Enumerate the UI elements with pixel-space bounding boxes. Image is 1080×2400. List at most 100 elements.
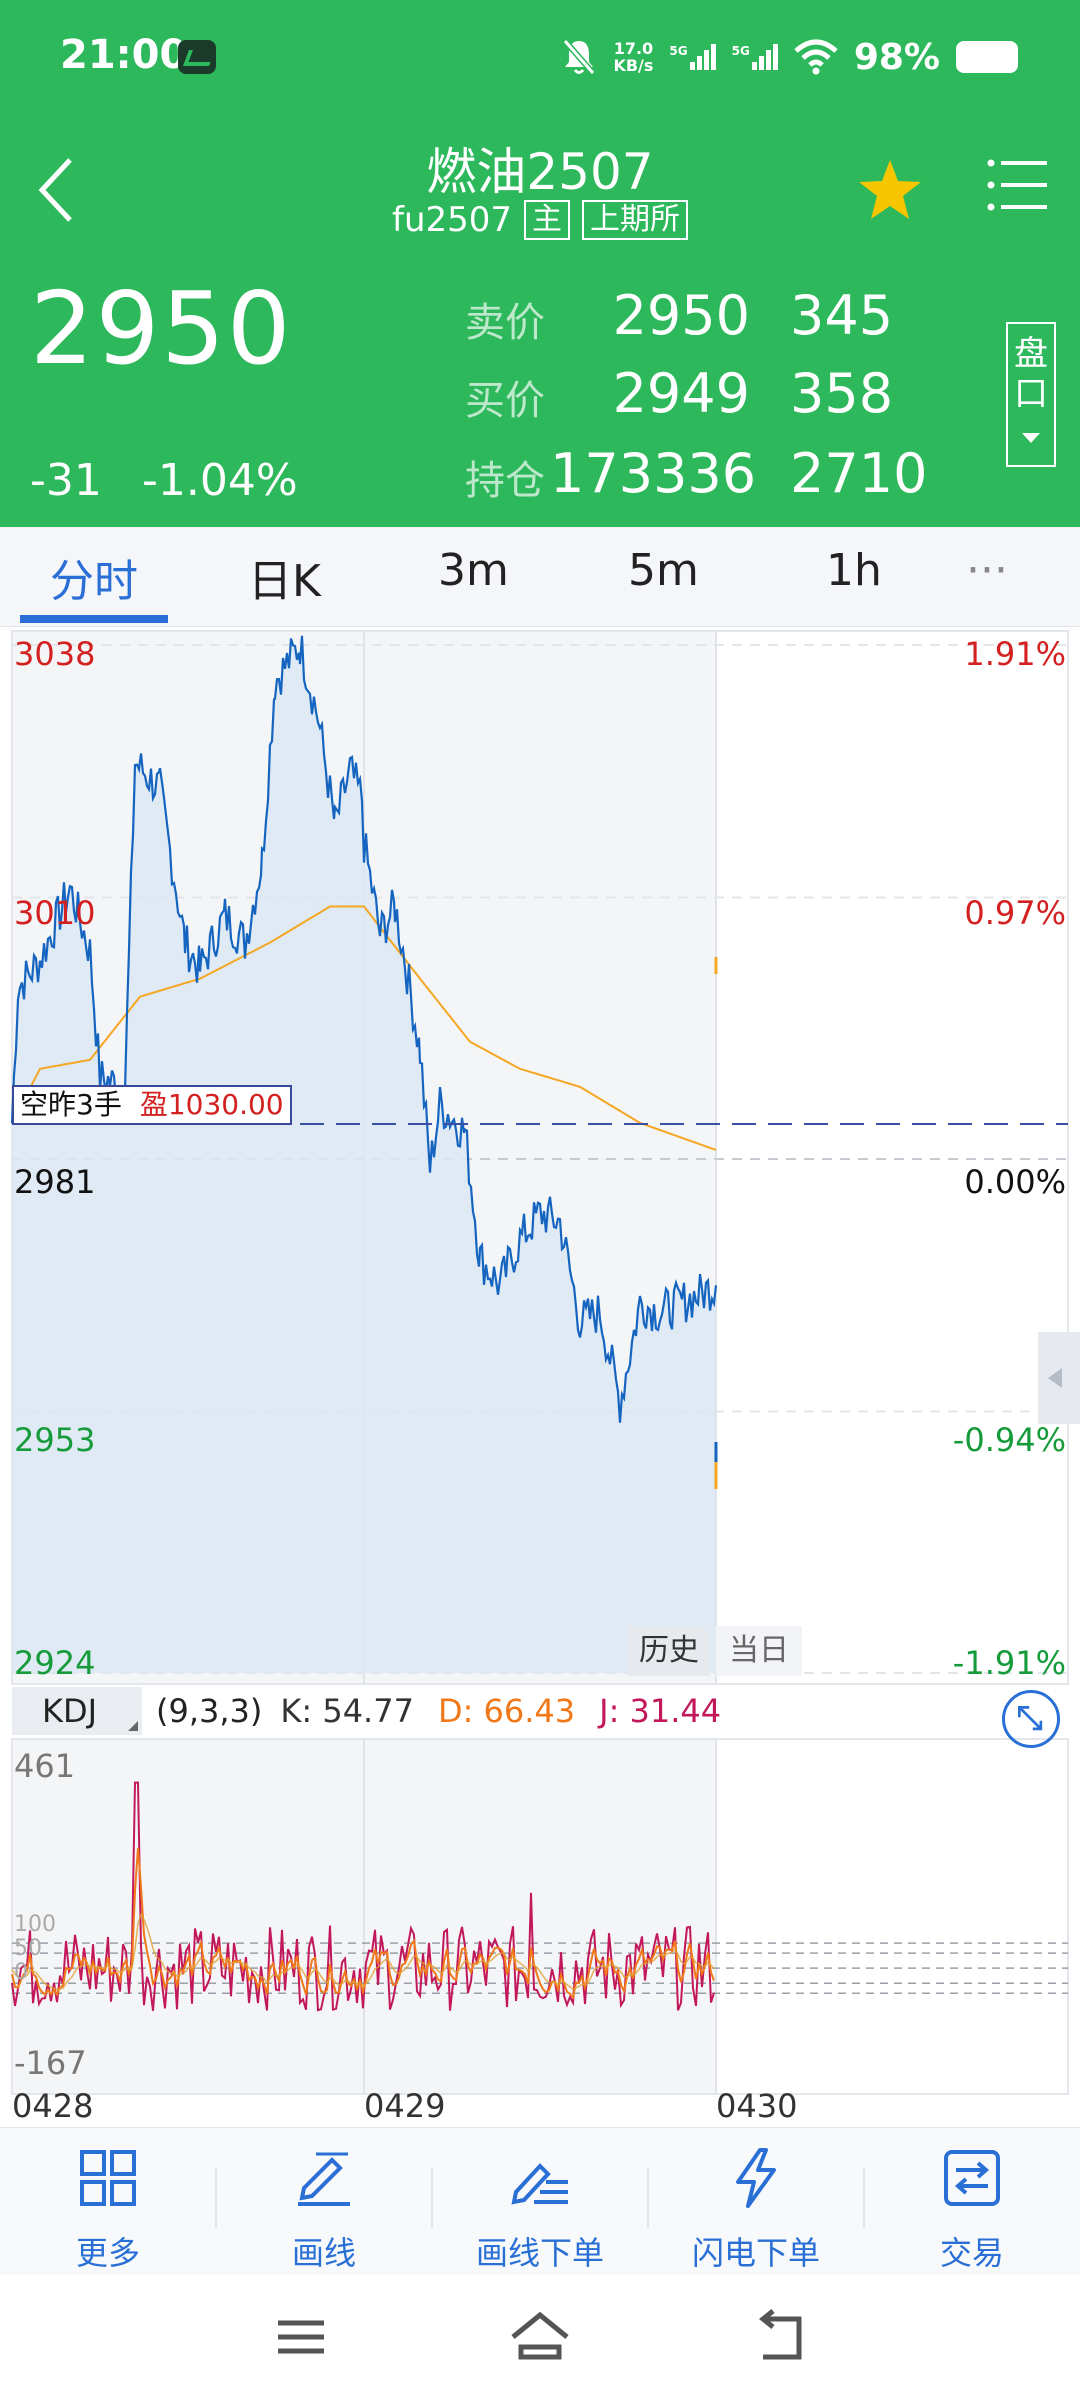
kdj-d-value: D: 66.43 [437,1692,576,1730]
kdj-j-value: J: 31.44 [599,1692,722,1730]
price-change-pct: -1.04% [142,455,298,506]
battery-percent: 98% [853,36,940,78]
contract-code: fu2507 [391,200,513,240]
quote-header: 21:00 17.0 KB/s 5G 5G [0,0,1080,527]
signal-2-label: 5G [731,44,750,58]
chevron-down-icon [1022,433,1040,443]
intraday-chart[interactable] [0,627,1080,2122]
open-interest-change: 2710 [790,442,928,505]
price-axis-high: 3038 [14,635,96,673]
position-profit: 盈1030.00 [139,1088,284,1121]
pct-axis-high: 1.91% [964,635,1066,673]
kdj-axis-max: 461 [14,1747,76,1785]
more-tabs-button[interactable]: ··· [966,545,1008,596]
expand-icon[interactable] [1002,1690,1060,1748]
signal-1-icon: 5G [669,44,716,70]
back-icon[interactable] [745,2307,815,2367]
order-book-toggle[interactable]: 盘 口 [1006,322,1056,467]
last-price: 2950 [30,270,293,387]
draw-line-button[interactable]: 画线 [216,2128,432,2276]
active-tab-indicator [20,615,168,623]
chart-period-tabs: 分时 日K 3m 5m 1h ··· [0,527,1080,627]
lightning-icon [736,2148,776,2208]
open-interest-label: 持仓 [465,458,545,504]
flash-order-button[interactable]: 闪电下单 [648,2128,864,2276]
position-label: 空昨3手 [20,1088,122,1121]
price-change: -31 [30,455,102,506]
main-contract-tag: 主 [524,200,571,240]
back-arrow-icon[interactable] [28,150,92,230]
open-interest-value: 173336 [550,442,757,505]
pct-axis-low: -1.91% [952,1644,1066,1682]
status-time: 21:00 [60,32,188,78]
kdj-axis-min: -167 [14,2044,87,2082]
indicator-selector[interactable]: KDJ [12,1687,142,1735]
trade-label: 交易 [939,2234,1004,2272]
recent-apps-icon[interactable] [266,2307,336,2367]
toolbar-divider [863,2168,865,2228]
status-bar: 21:00 17.0 KB/s 5G 5G [0,0,1080,115]
trade-button[interactable]: 交易 [864,2128,1080,2276]
ask-label: 卖价 [465,300,545,346]
tab-daily-k[interactable]: 日K [248,556,321,607]
exchange-tag: 上期所 [582,200,689,240]
wifi-icon [794,39,838,75]
page-title: 燃油2507 [426,143,654,201]
battery-icon [956,41,1018,73]
date-label-0428: 0428 [12,2087,94,2125]
toolbar-divider [647,2168,649,2228]
draw-line-order-label: 画线下单 [475,2234,604,2272]
pct-axis-lower: -0.94% [952,1421,1066,1459]
toolbar-divider [215,2168,217,2228]
bottom-toolbar: 更多 画线 画线下单 闪电下单 交 [0,2127,1080,2275]
menu-list-icon[interactable] [985,155,1050,215]
order-book-label-1: 盘 [1014,334,1048,374]
net-speed: 17.0 KB/s [613,40,653,74]
kdj-indicator-bar: KDJ (9,3,3) K: 54.77 D: 66.43 J: 31.44 [12,1683,1068,1739]
tab-5m[interactable]: 5m [628,545,699,596]
system-nav-bar [0,2275,1080,2400]
pct-axis-zero: 0.00% [964,1163,1066,1201]
signal-2-icon: 5G [732,44,778,70]
pen-icon [298,2152,350,2206]
bid-label: 买价 [465,378,545,424]
kdj-k-value: K: 54.77 [280,1692,414,1730]
kdj-d-line [11,1912,715,1991]
tab-1h[interactable]: 1h [826,545,882,596]
price-axis-low: 2924 [14,1644,96,1682]
pen-order-icon [511,2163,568,2205]
order-book-label-2: 口 [1014,374,1048,414]
more-label: 更多 [75,2234,140,2272]
bid-price: 2949 [612,362,750,425]
price-line [10,635,718,1423]
favorite-star-icon[interactable] [855,155,925,225]
app-notification-icon [178,40,216,74]
status-icons: 17.0 KB/s 5G 5G 98% [561,32,1018,82]
history-button[interactable]: 历史 [628,1626,710,1676]
position-badge[interactable]: 空昨3手 盈1030.00 [12,1085,292,1125]
draw-line-order-button[interactable]: 画线下单 [432,2128,648,2276]
date-label-0429: 0429 [364,2087,446,2125]
home-icon[interactable] [505,2307,575,2367]
tab-intraday[interactable]: 分时 [50,556,138,607]
price-axis-prev-close: 2981 [14,1163,96,1201]
tab-3m[interactable]: 3m [438,545,509,596]
draw-line-label: 画线 [291,2234,356,2272]
kdj-tick-100: 100 [14,1912,56,1937]
signal-1-label: 5G [669,44,688,58]
kdj-k-line [11,1847,715,2000]
flash-order-label: 闪电下单 [691,2234,820,2272]
net-speed-unit: KB/s [613,56,654,75]
price-area-fill [12,635,716,1674]
bid-volume: 358 [790,362,894,425]
pct-axis-upper: 0.97% [964,894,1066,932]
average-price-line [11,905,717,1151]
kdj-tick-50: 50 [14,1936,42,1961]
side-panel-handle[interactable] [1038,1332,1080,1424]
kdj-tick-0: 0 [14,1960,28,1985]
price-axis-upper: 3010 [14,894,96,932]
today-button[interactable]: 当日 [716,1626,802,1676]
price-axis-lower: 2953 [14,1421,96,1459]
more-button[interactable]: 更多 [0,2128,216,2276]
date-label-0430: 0430 [716,2087,798,2125]
